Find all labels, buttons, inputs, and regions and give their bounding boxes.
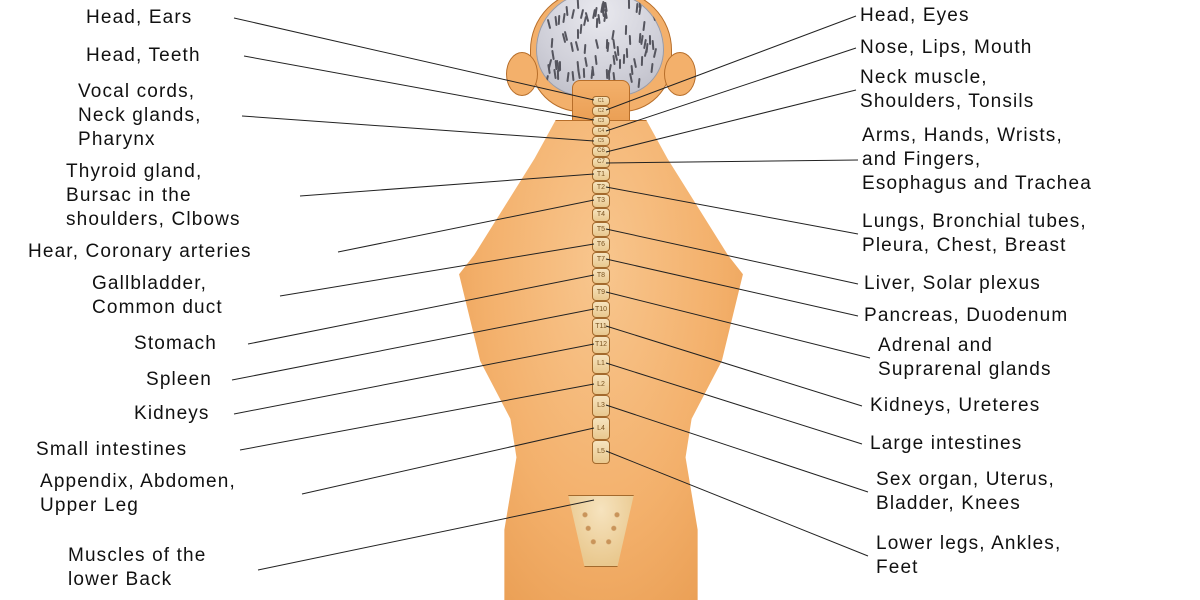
label-l5: Hear, Coronary arteries: [28, 240, 252, 264]
spine-diagram: C1C2C3C4C5C6C7T1T2T3T4T5T6T7T8T9T10T11T1…: [0, 0, 1200, 600]
vertebra-t8: T8: [592, 268, 610, 284]
label-r6: Liver, Solar plexus: [864, 272, 1041, 296]
label-l7: Stomach: [134, 332, 217, 356]
label-r12: Lower legs, Ankles, Feet: [876, 532, 1061, 580]
vertebra-t6: T6: [592, 237, 610, 252]
vertebra-c7: C7: [592, 157, 610, 168]
vertebra-l1: L1: [592, 354, 610, 374]
vertebra-t3: T3: [592, 194, 610, 208]
figure-spine: C1C2C3C4C5C6C7T1T2T3T4T5T6T7T8T9T10T11T1…: [592, 96, 608, 516]
label-r9: Kidneys, Ureteres: [870, 394, 1040, 418]
vertebra-t7: T7: [592, 252, 610, 268]
vertebra-l3: L3: [592, 395, 610, 417]
label-l2: Head, Teeth: [86, 44, 201, 68]
vertebra-c1: C1: [592, 96, 610, 106]
label-r11: Sex organ, Uterus, Bladder, Knees: [876, 468, 1055, 516]
vertebra-l2: L2: [592, 374, 610, 395]
leader-l3: [242, 116, 594, 141]
vertebra-t2: T2: [592, 181, 610, 194]
label-r4: Arms, Hands, Wrists, and Fingers, Esopha…: [862, 124, 1092, 195]
label-r10: Large intestines: [870, 432, 1022, 456]
figure-ear-left: [506, 52, 538, 96]
vertebra-t1: T1: [592, 168, 610, 181]
label-l3: Vocal cords, Neck glands, Pharynx: [78, 80, 202, 151]
label-l11: Appendix, Abdomen, Upper Leg: [40, 470, 236, 518]
vertebra-c3: C3: [592, 116, 610, 126]
label-l8: Spleen: [146, 368, 212, 392]
vertebra-l5: L5: [592, 440, 610, 464]
vertebra-c6: C6: [592, 146, 610, 157]
figure-ear-right: [664, 52, 696, 96]
vertebra-t11: T11: [592, 318, 610, 336]
vertebra-c4: C4: [592, 126, 610, 136]
label-l12: Muscles of the lower Back: [68, 544, 206, 592]
vertebra-c5: C5: [592, 136, 610, 146]
label-r2: Nose, Lips, Mouth: [860, 36, 1033, 60]
label-r7: Pancreas, Duodenum: [864, 304, 1068, 328]
vertebra-t12: T12: [592, 336, 610, 354]
vertebra-t4: T4: [592, 208, 610, 222]
label-l6: Gallbladder, Common duct: [92, 272, 223, 320]
vertebra-t9: T9: [592, 284, 610, 301]
label-l4: Thyroid gland, Bursac in the shoulders, …: [66, 160, 241, 231]
vertebra-c2: C2: [592, 106, 610, 116]
vertebra-l4: L4: [592, 417, 610, 440]
label-l10: Small intestines: [36, 438, 187, 462]
vertebra-t5: T5: [592, 222, 610, 237]
label-r5: Lungs, Bronchial tubes, Pleura, Chest, B…: [862, 210, 1087, 258]
label-l1: Head, Ears: [86, 6, 192, 30]
vertebra-t10: T10: [592, 301, 610, 318]
label-r1: Head, Eyes: [860, 4, 970, 28]
label-r8: Adrenal and Suprarenal glands: [878, 334, 1052, 382]
label-r3: Neck muscle, Shoulders, Tonsils: [860, 66, 1034, 114]
label-l9: Kidneys: [134, 402, 210, 426]
